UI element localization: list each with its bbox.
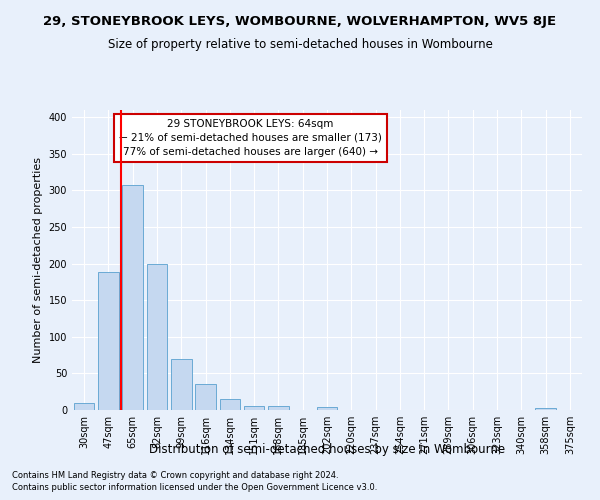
Text: 29, STONEYBROOK LEYS, WOMBOURNE, WOLVERHAMPTON, WV5 8JE: 29, STONEYBROOK LEYS, WOMBOURNE, WOLVERH… <box>43 15 557 28</box>
Text: Size of property relative to semi-detached houses in Wombourne: Size of property relative to semi-detach… <box>107 38 493 51</box>
Text: 29 STONEYBROOK LEYS: 64sqm
← 21% of semi-detached houses are smaller (173)
77% o: 29 STONEYBROOK LEYS: 64sqm ← 21% of semi… <box>119 119 382 157</box>
Bar <box>317 407 337 410</box>
Text: Distribution of semi-detached houses by size in Wombourne: Distribution of semi-detached houses by … <box>149 442 505 456</box>
Bar <box>535 408 556 410</box>
Bar <box>220 399 240 410</box>
Text: Contains HM Land Registry data © Crown copyright and database right 2024.: Contains HM Land Registry data © Crown c… <box>12 471 338 480</box>
Bar <box>171 359 191 410</box>
Bar <box>74 404 94 410</box>
Bar <box>98 272 119 410</box>
Bar <box>244 406 265 410</box>
Bar <box>146 264 167 410</box>
Bar <box>268 406 289 410</box>
Text: Contains public sector information licensed under the Open Government Licence v3: Contains public sector information licen… <box>12 484 377 492</box>
Bar <box>195 384 216 410</box>
Y-axis label: Number of semi-detached properties: Number of semi-detached properties <box>33 157 43 363</box>
Bar <box>122 186 143 410</box>
